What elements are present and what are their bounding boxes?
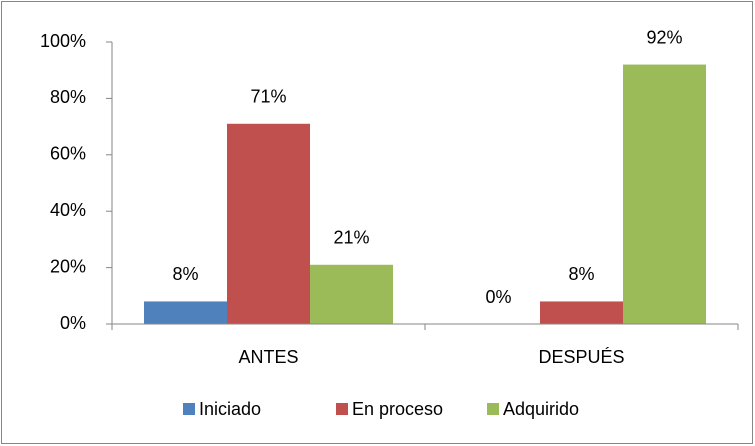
y-tick-label: 100% bbox=[40, 31, 86, 51]
value-label: 8% bbox=[172, 264, 198, 284]
bar bbox=[144, 301, 227, 324]
value-label: 71% bbox=[250, 87, 286, 107]
legend-swatch bbox=[487, 403, 499, 415]
legend-swatch bbox=[336, 403, 348, 415]
value-label: 0% bbox=[485, 287, 511, 307]
x-tick-label: ANTES bbox=[238, 347, 298, 367]
y-tick-label: 20% bbox=[50, 256, 86, 276]
value-label: 92% bbox=[646, 27, 682, 47]
bar bbox=[227, 123, 310, 324]
bar bbox=[310, 264, 393, 324]
y-tick-label: 40% bbox=[50, 200, 86, 220]
legend-swatch bbox=[183, 403, 195, 415]
y-tick-label: 80% bbox=[50, 87, 86, 107]
legend-label: En proceso bbox=[352, 399, 443, 419]
value-label: 8% bbox=[568, 264, 594, 284]
y-tick-label: 60% bbox=[50, 144, 86, 164]
legend-label: Adquirido bbox=[503, 399, 579, 419]
bar bbox=[540, 301, 623, 324]
legend-label: Iniciado bbox=[199, 399, 261, 419]
bar bbox=[623, 64, 706, 324]
y-tick-label: 0% bbox=[60, 313, 86, 333]
x-tick-label: DESPUÉS bbox=[538, 347, 624, 367]
value-label: 21% bbox=[333, 228, 369, 248]
